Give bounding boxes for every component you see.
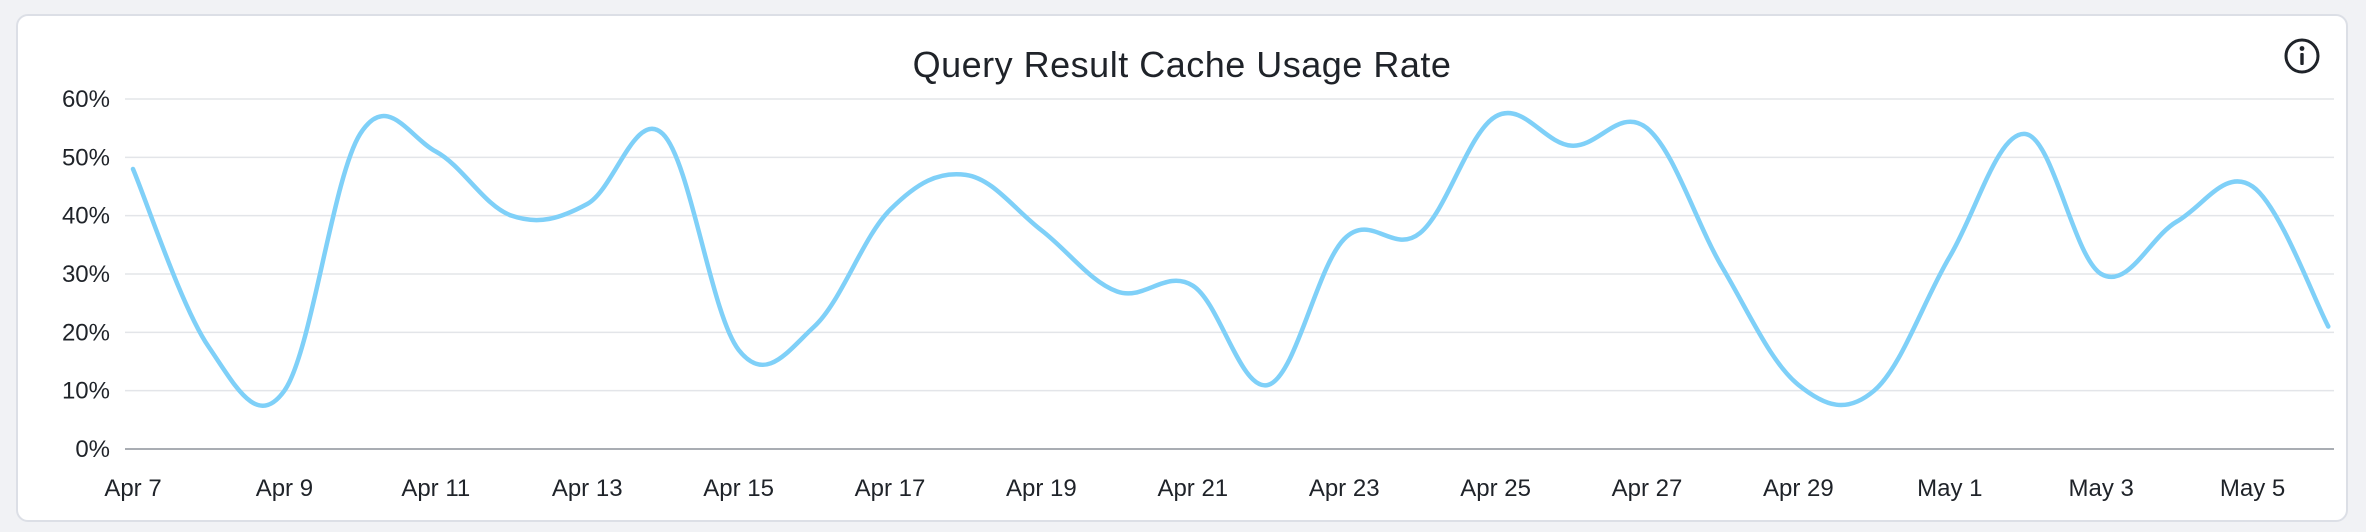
x-tick-label: Apr 9: [256, 475, 313, 502]
x-tick-label: Apr 15: [703, 475, 774, 502]
y-tick-label: 10%: [62, 378, 110, 405]
x-tick-label: Apr 11: [401, 475, 470, 502]
y-tick-label: 20%: [62, 319, 110, 346]
x-tick-label: Apr 13: [552, 475, 623, 502]
x-tick-label: Apr 27: [1612, 475, 1683, 502]
gridlines: [125, 98, 2334, 450]
info-button[interactable]: [2280, 34, 2324, 78]
x-tick-label: Apr 21: [1157, 475, 1228, 502]
x-tick-label: Apr 29: [1763, 475, 1834, 502]
x-axis-labels: Apr 7 Apr 9 Apr 11 Apr 13 Apr 15 Apr 17 Apr 19…: [104, 475, 2285, 502]
series-line: [130, 110, 2331, 408]
x-tick-label: Apr 19: [1006, 475, 1077, 502]
y-tick-label: 0%: [75, 436, 110, 463]
y-axis-labels: 0% 10% 20% 30% 40% 50% 60%: [62, 86, 110, 463]
x-tick-label: May 5: [2220, 475, 2285, 502]
series-layer: [130, 110, 2331, 408]
x-tick-label: Apr 25: [1460, 475, 1531, 502]
info-icon: [2284, 38, 2320, 74]
y-tick-label: 30%: [62, 261, 110, 288]
chart-title: Query Result Cache Usage Rate: [912, 44, 1452, 85]
y-tick-label: 50%: [62, 144, 110, 171]
x-tick-label: May 1: [1917, 475, 1982, 502]
x-tick-label: Apr 17: [855, 475, 926, 502]
x-tick-label: Apr 23: [1309, 475, 1380, 502]
x-tick-label: May 3: [2069, 475, 2134, 502]
y-tick-label: 40%: [62, 203, 110, 230]
x-tick-label: Apr 7: [104, 475, 161, 502]
y-tick-label: 60%: [62, 86, 110, 113]
